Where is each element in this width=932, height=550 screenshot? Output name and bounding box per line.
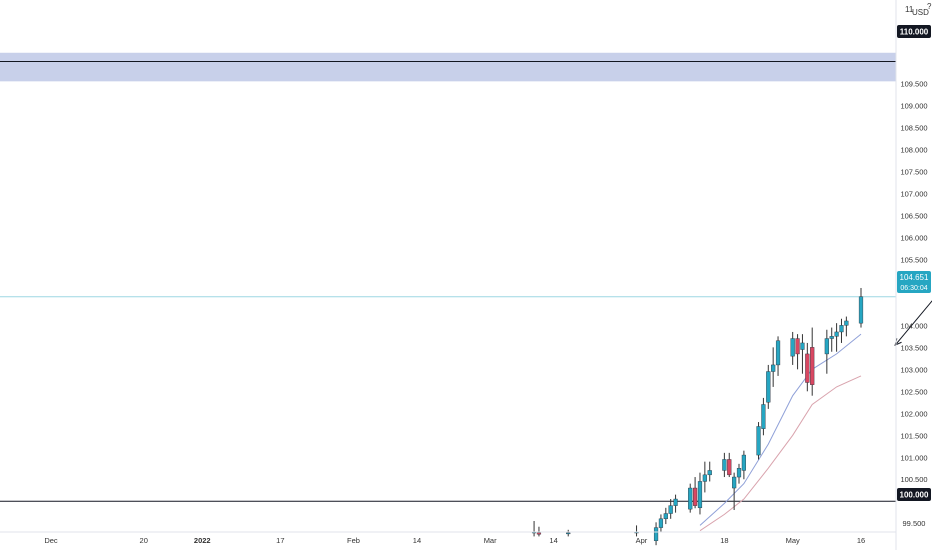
bullish-candle (732, 476, 737, 489)
upper-level-label-bg (897, 25, 931, 38)
price-tick-label: 109.500 (900, 80, 927, 89)
lower-level-label-bg (897, 488, 931, 501)
price-tick-label: 109.000 (900, 102, 927, 111)
time-tick-label: May (786, 536, 800, 545)
bullish-candle (663, 513, 668, 520)
bearish-candle (795, 338, 800, 355)
price-tick-label: 106.000 (900, 233, 927, 242)
price-tick-label: 99.500 (903, 519, 926, 528)
bearish-candle (692, 487, 698, 506)
price-tick-label: 108.500 (900, 124, 927, 133)
bullish-candle (766, 371, 771, 403)
bullish-candle (722, 459, 727, 471)
bearish-candle (727, 459, 732, 476)
bullish-candle (756, 426, 761, 456)
slow-moving-average-line (699, 375, 862, 532)
price-tick-label: 102.500 (900, 387, 927, 396)
bullish-candle (761, 404, 766, 429)
current-price-label: 104.651 06:30:04 (897, 271, 931, 293)
header-mark: 11 (905, 5, 914, 14)
bullish-candle (707, 470, 712, 476)
bullish-candle (775, 340, 781, 366)
bullish-candle (741, 454, 746, 471)
price-tick-label: 107.000 (900, 189, 927, 198)
lower-level-value: 100.000 (900, 491, 929, 500)
bar-countdown: 06:30:04 (900, 285, 927, 292)
price-tick-label: 101.500 (900, 431, 927, 440)
time-tick-label: Mar (484, 536, 497, 545)
price-tick-label: 107.500 (900, 167, 927, 176)
price-tick-label: 106.500 (900, 211, 927, 220)
supply-zone-layer (0, 52, 896, 82)
bullish-candle (658, 518, 664, 528)
time-axis[interactable]: Dec20202217Feb14Mar14Apr18May16Jun20Jul1… (44, 536, 932, 545)
price-tick-label: 103.500 (900, 343, 927, 352)
bullish-candle (790, 338, 795, 357)
time-tick-label: 18 (720, 536, 728, 545)
moving-averages-layer (699, 333, 862, 532)
price-tick-label: 108.000 (900, 145, 927, 154)
supply-zone-rect (0, 52, 896, 82)
bullish-candle (839, 325, 844, 333)
bullish-candle (566, 532, 571, 535)
price-tick-label: 102.000 (900, 409, 927, 418)
bullish-candle (697, 481, 703, 509)
time-tick-label: 17 (276, 536, 284, 545)
bullish-candle (688, 487, 693, 510)
bullish-candle (771, 364, 776, 372)
bullish-candle (858, 296, 864, 324)
upper-level-value: 110.000 (900, 28, 929, 37)
current-price-label-bg (897, 271, 931, 293)
bullish-candle (800, 342, 805, 350)
currency-label: USD (912, 8, 929, 17)
upper-level-label: 110.000 (897, 25, 931, 38)
bullish-candle (702, 474, 707, 482)
current-price-value: 104.651 (900, 273, 929, 282)
time-tick-label: Apr (636, 536, 648, 545)
bullish-candle (668, 505, 673, 514)
currency-arrow-icon: ? (927, 2, 932, 11)
price-tick-label: 100.500 (900, 475, 927, 484)
time-tick-label: 14 (549, 536, 557, 545)
bullish-candle (829, 336, 834, 339)
time-tick-label: 2022 (194, 536, 211, 545)
price-tick-label: 105.500 (900, 255, 927, 264)
horizontal-levels-layer (0, 61, 896, 502)
time-tick-label: Feb (347, 536, 360, 545)
time-tick-label: 20 (140, 536, 148, 545)
currency-header[interactable]: 11 USD ? (905, 2, 932, 17)
bullish-candle (834, 331, 839, 337)
lower-level-label: 100.000 (897, 488, 931, 501)
time-tick-label: Dec (44, 536, 58, 545)
bearish-candle (810, 347, 815, 385)
price-tick-label: 101.000 (900, 453, 927, 462)
time-tick-label: 14 (413, 536, 421, 545)
bullish-candle (736, 468, 742, 478)
bullish-candle (844, 320, 849, 326)
time-tick-label: 16 (857, 536, 865, 545)
price-tick-label: 103.000 (900, 365, 927, 374)
bearish-candle (536, 532, 542, 535)
candles-layer (531, 287, 864, 546)
bearish-candle (805, 353, 810, 383)
fast-moving-average-line (699, 333, 862, 526)
bullish-candle (673, 498, 678, 506)
bullish-candle (653, 527, 659, 541)
bullish-candle (824, 338, 829, 355)
price-tick-label: 104.000 (900, 321, 927, 330)
